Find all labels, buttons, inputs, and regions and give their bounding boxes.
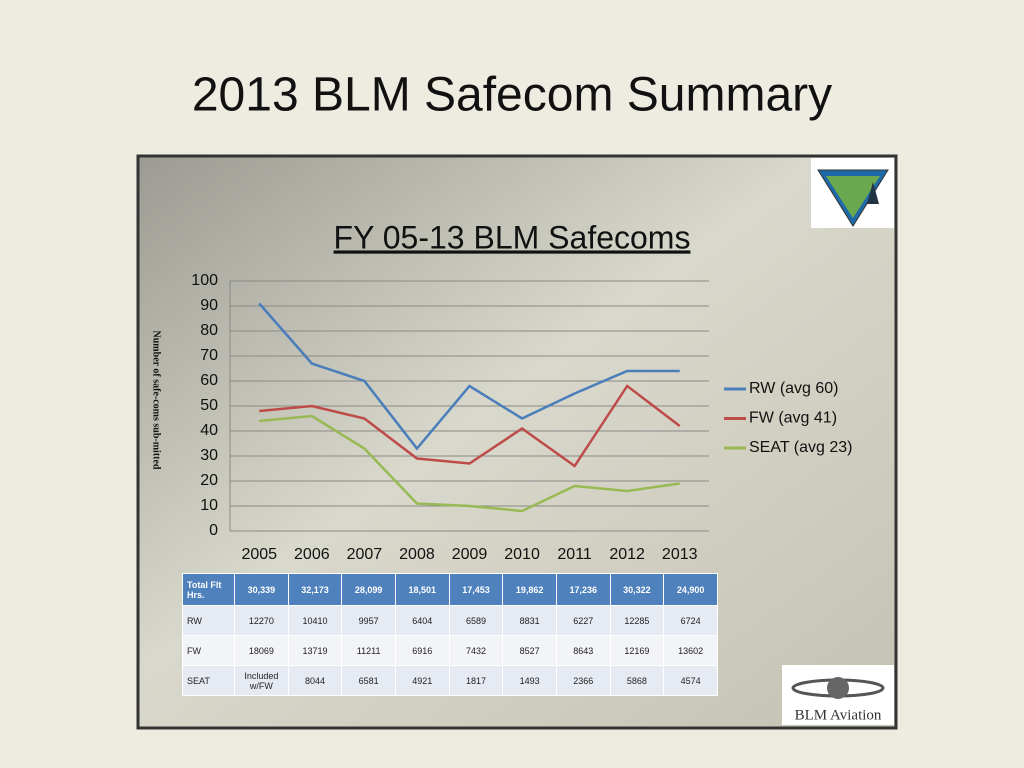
y-tick-label: 20 xyxy=(200,472,218,489)
table-cell: RW xyxy=(182,605,235,636)
table-cell: 13719 xyxy=(287,635,343,666)
table-cell: 2366 xyxy=(555,665,611,696)
table-cell: FW xyxy=(182,635,235,666)
table-cell: 18069 xyxy=(234,635,289,666)
y-tick-label: 90 xyxy=(200,297,218,314)
legend-label: RW (avg 60) xyxy=(749,380,839,397)
chart-title: FY 05-13 BLM Safecoms xyxy=(334,219,691,255)
table-cell: 9957 xyxy=(341,605,396,636)
x-tick-label: 2013 xyxy=(662,546,698,563)
x-tick-label: 2010 xyxy=(504,546,540,563)
x-tick-label: 2005 xyxy=(241,546,277,563)
y-axis-label: Number of safe-coms sub-mitted xyxy=(151,331,162,470)
y-tick-label: 80 xyxy=(200,322,218,339)
table-cell: Total Flt Hrs. xyxy=(182,573,235,606)
line-series xyxy=(259,414,680,513)
line-series xyxy=(259,384,681,468)
legend-label: SEAT (avg 23) xyxy=(749,439,852,456)
table-cell: 4574 xyxy=(663,665,718,696)
table-cell: 19,862 xyxy=(502,573,557,606)
table-cell: 17,453 xyxy=(448,573,504,606)
table-cell: Included w/FW xyxy=(234,665,289,696)
table-cell: 10410 xyxy=(287,605,343,636)
table-row: SEAT Included w/FW 8044 6581 4921 1817 1493 236… xyxy=(182,665,718,696)
logo-text: BLM Aviation xyxy=(795,707,882,723)
table-cell: 12169 xyxy=(609,635,665,666)
y-tick-label: 50 xyxy=(200,397,218,414)
table-row: Total Flt Hrs. 30,339 32,173 28,099 18,501 17… xyxy=(182,573,718,606)
x-tick-label: 2008 xyxy=(399,546,435,563)
table-cell: 8831 xyxy=(502,605,557,636)
table-cell: 6404 xyxy=(394,605,450,636)
y-tick-label: 40 xyxy=(200,422,218,439)
y-tick-label: 0 xyxy=(209,522,218,539)
data-table: Total Flt Hrs. 30,339 32,173 28,099 18,501 17… xyxy=(182,573,718,696)
table-cell: 11211 xyxy=(341,635,396,666)
table-cell: 6916 xyxy=(394,635,450,666)
y-tick-label: 10 xyxy=(200,497,218,514)
y-tick-label: 30 xyxy=(200,447,218,464)
line-series xyxy=(258,302,680,451)
table-cell: 4921 xyxy=(394,665,450,696)
table-cell: 7432 xyxy=(448,635,504,666)
blm-logo xyxy=(811,158,894,228)
legend-label: FW (avg 41) xyxy=(749,410,837,427)
table-cell: 24,900 xyxy=(663,573,718,606)
y-tick-label: 100 xyxy=(191,272,218,289)
table-cell: 17,236 xyxy=(555,573,611,606)
table-cell: 30,339 xyxy=(234,573,289,606)
x-tick-label: 2009 xyxy=(452,546,488,563)
table-cell: 18,501 xyxy=(394,573,450,606)
x-tick-label: 2007 xyxy=(347,546,383,563)
slide-title: 2013 BLM Safecom Summary xyxy=(192,69,832,122)
y-tick-label: 70 xyxy=(200,347,218,364)
table-cell: 6227 xyxy=(555,605,611,636)
table-cell: 8643 xyxy=(555,635,611,666)
table-cell: 30,322 xyxy=(609,573,665,606)
aviation-logo: BLM Aviation xyxy=(782,665,894,725)
table-cell: 1493 xyxy=(502,665,557,696)
x-tick-label: 2006 xyxy=(294,546,330,563)
table-cell: 13602 xyxy=(663,635,718,666)
table-cell: 6589 xyxy=(448,605,504,636)
table-row: FW 18069 13719 11211 6916 7432 8527 8643 12169 13… xyxy=(182,635,718,666)
y-tick-label: 60 xyxy=(200,372,218,389)
table-cell: 5868 xyxy=(609,665,665,696)
table-cell: SEAT xyxy=(182,665,235,696)
table-row: RW 12270 10410 9957 6404 6589 8831 6227 12285 672… xyxy=(182,605,718,636)
x-tick-label: 2012 xyxy=(609,546,645,563)
table-cell: 8527 xyxy=(502,635,557,666)
table-cell: 28,099 xyxy=(341,573,396,606)
x-tick-label: 2011 xyxy=(557,546,592,563)
table-cell: 1817 xyxy=(448,665,504,696)
table-cell: 6724 xyxy=(663,605,718,636)
table-cell: 12285 xyxy=(609,605,665,636)
table-cell: 6581 xyxy=(341,665,396,696)
table-cell: 12270 xyxy=(234,605,289,636)
table-cell: 32,173 xyxy=(287,573,343,606)
table-cell: 8044 xyxy=(287,665,343,696)
